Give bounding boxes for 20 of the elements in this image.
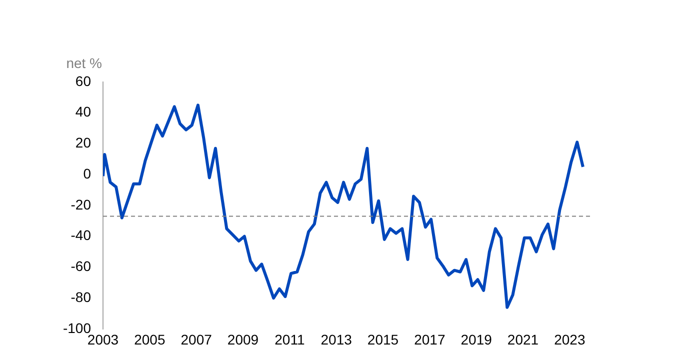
y-tick-label: -60 (70, 258, 92, 274)
y-tick-label: 0 (83, 165, 92, 182)
x-tick-label: 2011 (274, 331, 305, 348)
x-tick-label: 2013 (320, 331, 352, 348)
x-tick-label: 2021 (507, 331, 539, 348)
x-tick-label: 2015 (367, 331, 399, 348)
y-tick-label: 40 (75, 104, 92, 120)
y-tick-label: -40 (70, 227, 92, 244)
y-tick-label: -20 (70, 196, 92, 212)
x-tick-label: 2019 (460, 331, 492, 348)
y-tick-label: 60 (75, 72, 92, 89)
x-tick-label: 2017 (414, 331, 446, 348)
x-tick-label: 2023 (554, 331, 586, 348)
x-tick-label: 2009 (227, 331, 259, 348)
y-tick-label: -100 (62, 320, 92, 336)
y-tick-label: 20 (75, 134, 92, 151)
y-axis-title: net % (66, 55, 102, 71)
x-tick-label: 2007 (180, 331, 212, 348)
x-tick-label: 2005 (134, 331, 166, 348)
y-tick-label: -80 (70, 288, 92, 305)
